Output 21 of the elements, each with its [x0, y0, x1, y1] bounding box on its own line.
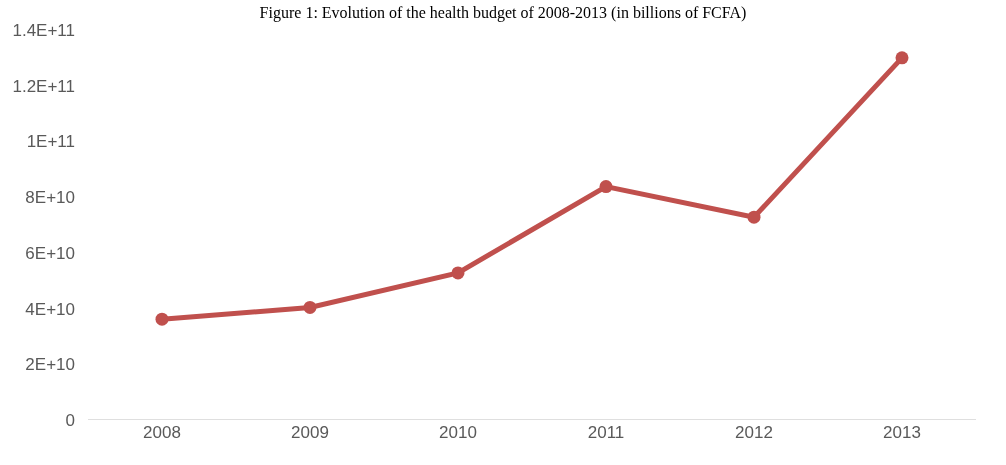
x-tick-label: 2009 [291, 423, 329, 442]
y-tick-label: 8E+10 [25, 188, 75, 208]
y-tick-label: 2E+10 [25, 355, 75, 375]
y-tick-label: 6E+10 [25, 243, 75, 263]
x-tick-label: 2013 [883, 423, 921, 442]
chart-title: Figure 1: Evolution of the health budget of 2008-2013 (in billions of FCFA) [259, 4, 747, 23]
x-tick-label: 2012 [735, 423, 773, 442]
point [747, 210, 761, 224]
point [895, 51, 909, 65]
y-tick-label: 1E+11 [26, 132, 75, 152]
point [303, 300, 317, 314]
point [599, 180, 613, 194]
point [451, 266, 465, 280]
y-tick-label: 1.2E+11 [12, 76, 75, 96]
y-tick-label: 0 [65, 410, 75, 430]
point [155, 312, 169, 326]
y-tick-label: 1.4E+11 [12, 20, 75, 40]
x-tick-label: 2011 [587, 423, 625, 442]
y-tick-label: 4E+10 [25, 299, 75, 319]
x-tick-label: 2008 [143, 423, 181, 442]
x-tick-label: 2010 [439, 423, 477, 442]
